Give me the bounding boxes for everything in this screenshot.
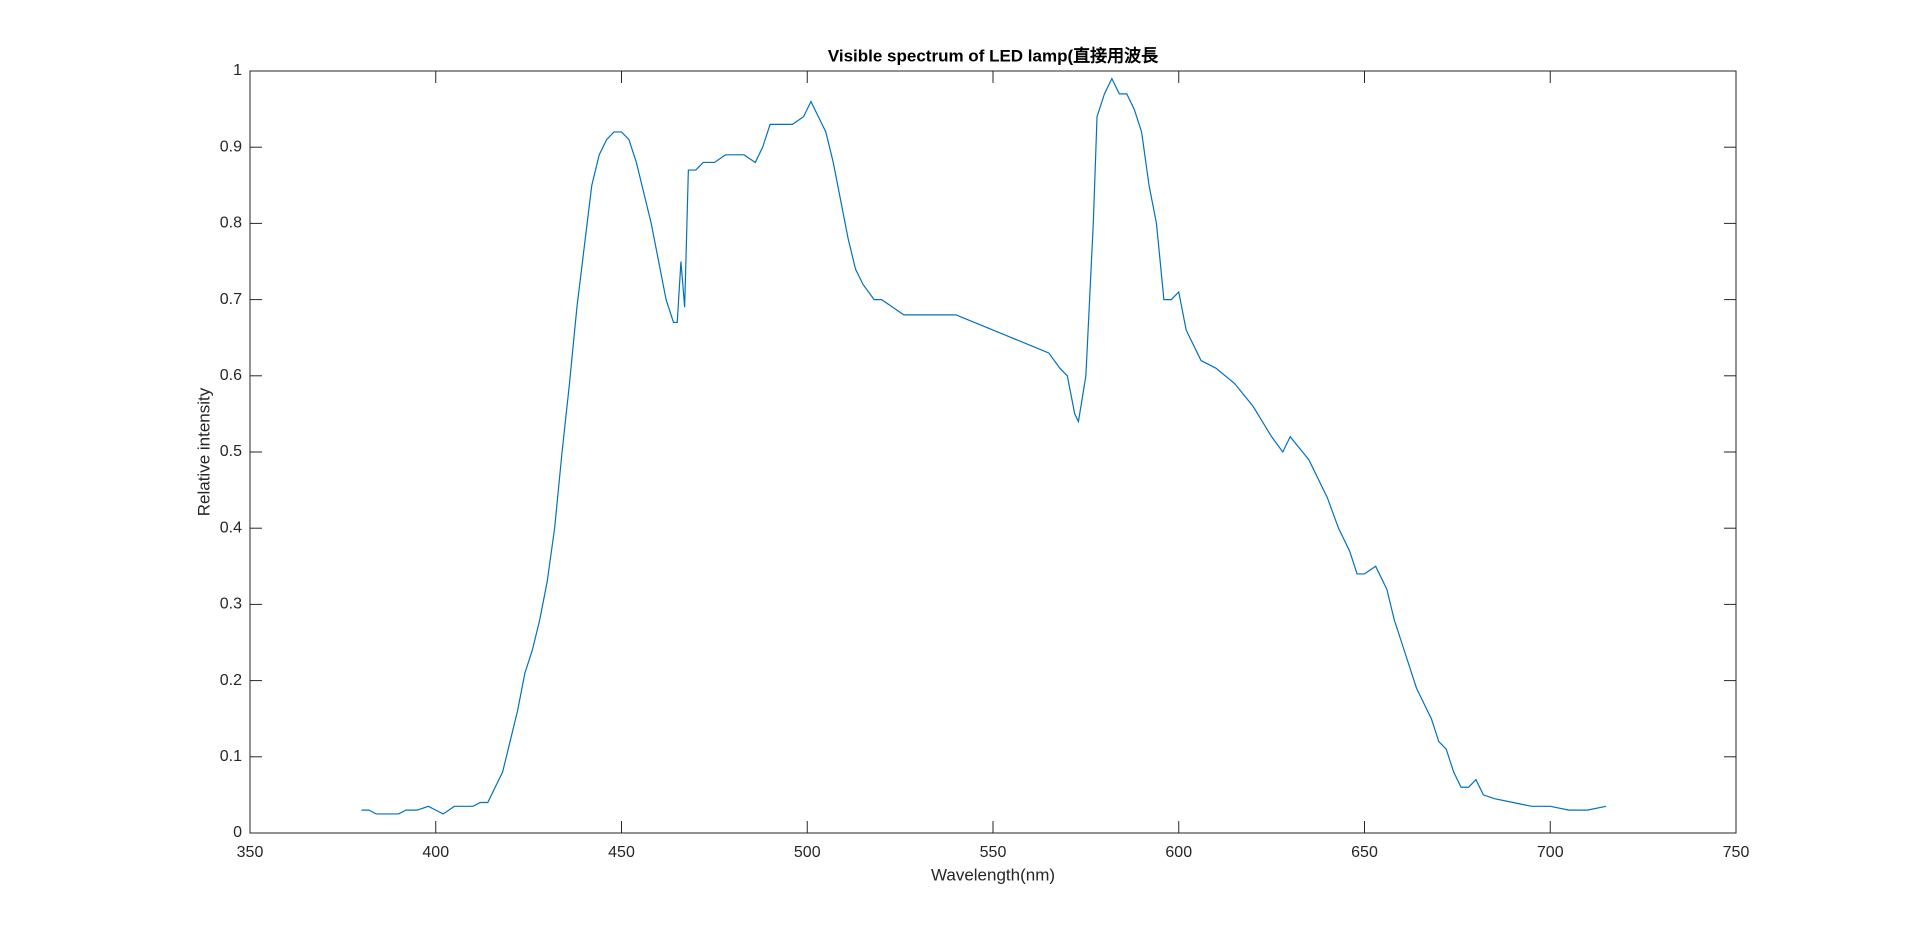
x-tick-label: 450 — [608, 844, 635, 861]
y-tick-label: 0.4 — [220, 519, 242, 536]
y-tick-label: 0.6 — [220, 367, 242, 384]
spectrum-line — [361, 77, 1607, 815]
x-tick-label: 500 — [794, 844, 821, 861]
x-tick-label: 550 — [980, 844, 1007, 861]
y-tick-label: 0.8 — [220, 215, 242, 232]
x-tick-label: 700 — [1537, 844, 1564, 861]
y-tick-label: 0.5 — [220, 443, 242, 460]
y-tick-label: 0.3 — [220, 596, 242, 613]
x-tick-label: 600 — [1165, 844, 1192, 861]
y-tick-label: 0.7 — [220, 291, 242, 308]
x-tick-label: 400 — [422, 844, 449, 861]
plot-area — [249, 70, 1737, 834]
x-tick-label: 750 — [1723, 844, 1750, 861]
y-axis-label: Relative intensity — [194, 387, 213, 516]
y-tick-label: 0.9 — [220, 138, 242, 155]
x-tick-label: 650 — [1351, 844, 1378, 861]
y-tick-label: 0.1 — [220, 748, 242, 765]
x-tick-label: 350 — [237, 844, 264, 861]
y-tick-label: 1 — [233, 62, 242, 79]
x-axis-label: Wavelength(nm) — [931, 865, 1055, 884]
y-tick-label: 0.2 — [220, 672, 242, 689]
y-tick-label: 0 — [233, 824, 242, 841]
chart-title: Visible spectrum of LED lamp(直接用波長 — [828, 45, 1159, 65]
